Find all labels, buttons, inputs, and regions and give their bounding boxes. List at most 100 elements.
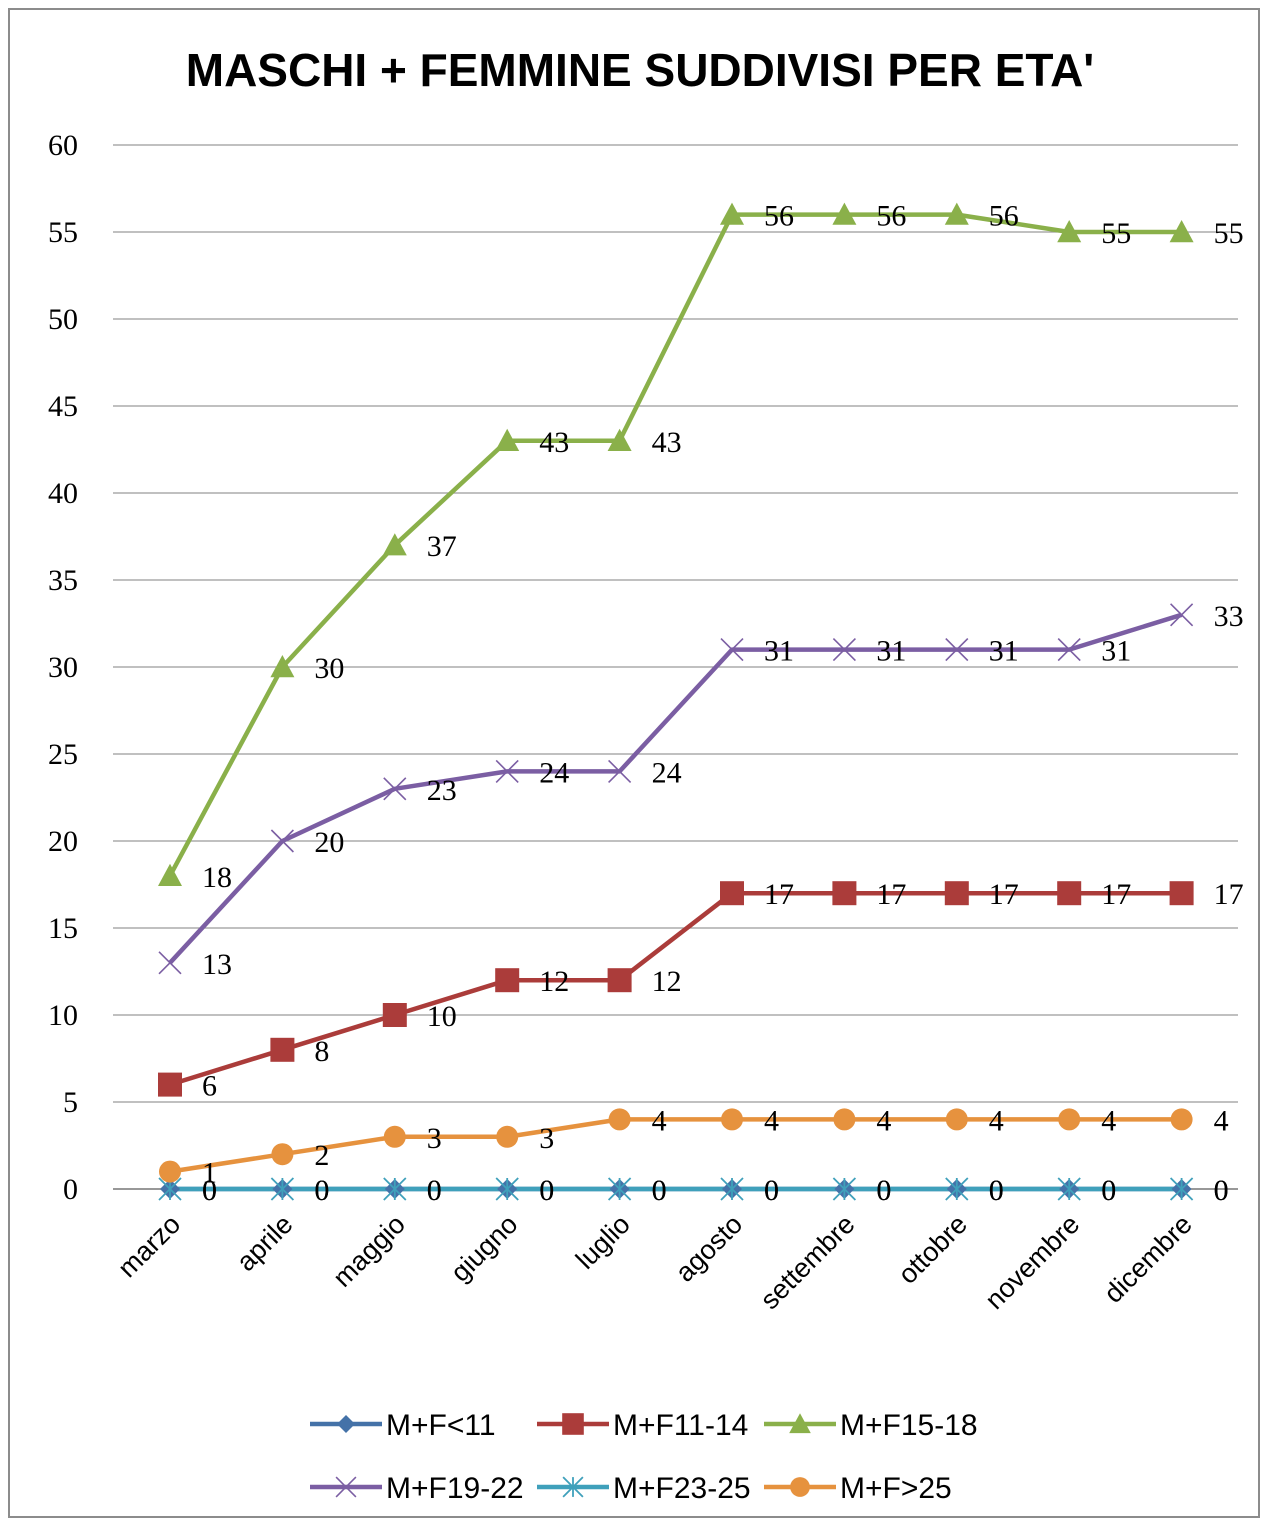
data-label: 4 — [1101, 1104, 1116, 1137]
data-point — [1170, 603, 1194, 627]
y-tick-label: 40 — [48, 477, 78, 510]
data-point — [944, 202, 969, 225]
data-label: 6 — [202, 1070, 217, 1103]
data-label: 0 — [202, 1174, 217, 1207]
y-tick-label: 20 — [48, 825, 78, 858]
data-label: 43 — [539, 426, 569, 459]
data-label: 10 — [427, 1000, 457, 1033]
legend-entry: M+F19-22 — [310, 1472, 524, 1505]
data-point — [495, 968, 520, 993]
data-point-stroke — [832, 638, 856, 662]
data-point — [496, 1125, 519, 1148]
x-tick-label: aprile — [231, 1209, 299, 1277]
data-label: 31 — [876, 635, 906, 668]
data-point — [833, 1108, 856, 1131]
data-point — [720, 1177, 744, 1201]
data-point — [1057, 638, 1081, 662]
y-tick-label: 25 — [48, 738, 78, 771]
legend-entry: M+F23-25 — [537, 1472, 751, 1505]
data-label: 0 — [1214, 1174, 1229, 1207]
data-label: 0 — [314, 1174, 329, 1207]
data-label: 3 — [539, 1122, 554, 1155]
data-point — [720, 202, 744, 225]
data-point — [790, 1477, 810, 1497]
data-label: 56 — [989, 200, 1019, 233]
y-tick-label: 10 — [48, 999, 78, 1032]
data-point — [495, 428, 520, 451]
data-point — [382, 533, 407, 556]
legend-label: M+F19-22 — [386, 1472, 524, 1505]
x-axis-ticks: marzo aprile maggio giugno luglio agosto sette… — [112, 1209, 1198, 1315]
data-label: 0 — [1101, 1174, 1116, 1207]
legend-label: M+F>25 — [840, 1472, 952, 1505]
data-point — [270, 655, 295, 678]
legend-label: M+F<11 — [386, 1409, 496, 1442]
data-point-stroke — [495, 759, 519, 783]
x-tick-label: ottobre — [892, 1209, 973, 1290]
data-label: 20 — [314, 826, 344, 859]
data-label: 31 — [1101, 635, 1131, 668]
data-point — [1169, 220, 1194, 243]
data-point-stroke — [720, 638, 744, 662]
data-label: 56 — [876, 200, 906, 233]
y-tick-label: 45 — [48, 390, 78, 423]
y-tick-label: 15 — [48, 912, 78, 945]
legend-entry: M+F>25 — [764, 1472, 952, 1505]
data-label: 12 — [539, 965, 569, 998]
data-point — [945, 1108, 968, 1131]
data-point — [832, 881, 857, 906]
legend-label: M+F15-18 — [840, 1409, 978, 1442]
series-line — [169, 890, 1182, 1087]
data-point-stroke — [608, 759, 632, 783]
data-point-stroke — [1170, 603, 1194, 627]
y-tick-label: 55 — [48, 216, 78, 249]
data-label: 0 — [876, 1174, 891, 1207]
x-tick-label: dicembre — [1098, 1209, 1198, 1309]
data-point — [383, 777, 407, 801]
data-label: 3 — [427, 1122, 442, 1155]
data-label: 12 — [652, 965, 682, 998]
data-label: 23 — [427, 774, 457, 807]
data-label: 0 — [1101, 1174, 1116, 1207]
data-label: 13 — [202, 948, 232, 981]
data-label: 0 — [989, 1174, 1004, 1207]
data-label: 24 — [652, 756, 682, 789]
data-label: 17 — [1214, 878, 1244, 911]
data-label: 0 — [652, 1174, 667, 1207]
data-label: 4 — [989, 1104, 1004, 1137]
legend-entry: M+F<11 — [310, 1409, 496, 1442]
data-point — [383, 1177, 407, 1201]
data-label: 4 — [652, 1104, 667, 1137]
data-point — [945, 638, 969, 662]
data-point — [158, 951, 182, 975]
data-point — [1058, 1108, 1081, 1131]
data-label: 17 — [989, 878, 1019, 911]
data-label: 17 — [876, 878, 906, 911]
data-label: 56 — [764, 200, 794, 233]
data-label: 30 — [314, 652, 344, 685]
data-point-stroke — [335, 1476, 357, 1498]
data-label: 17 — [1101, 878, 1131, 911]
data-point — [608, 1108, 631, 1131]
data-point-stroke — [1057, 638, 1081, 662]
data-label: 0 — [989, 1174, 1004, 1207]
data-label: 43 — [652, 426, 682, 459]
data-point — [720, 881, 744, 906]
data-label: 0 — [539, 1174, 554, 1207]
data-point — [159, 1160, 181, 1183]
data-label: 55 — [1214, 217, 1244, 250]
series-line — [168, 212, 1182, 877]
y-tick-label: 50 — [48, 303, 78, 336]
data-point — [1057, 881, 1082, 906]
data-point — [1057, 1177, 1081, 1201]
data-label: 4 — [876, 1104, 891, 1137]
data-label: 31 — [989, 635, 1019, 668]
data-label: 55 — [1101, 217, 1131, 250]
data-point — [158, 1072, 182, 1097]
y-tick-label: 60 — [48, 129, 78, 162]
y-tick-label: 30 — [48, 651, 78, 684]
data-label: 0 — [1214, 1174, 1229, 1207]
data-label: 24 — [539, 756, 569, 789]
data-label: 37 — [427, 530, 457, 563]
